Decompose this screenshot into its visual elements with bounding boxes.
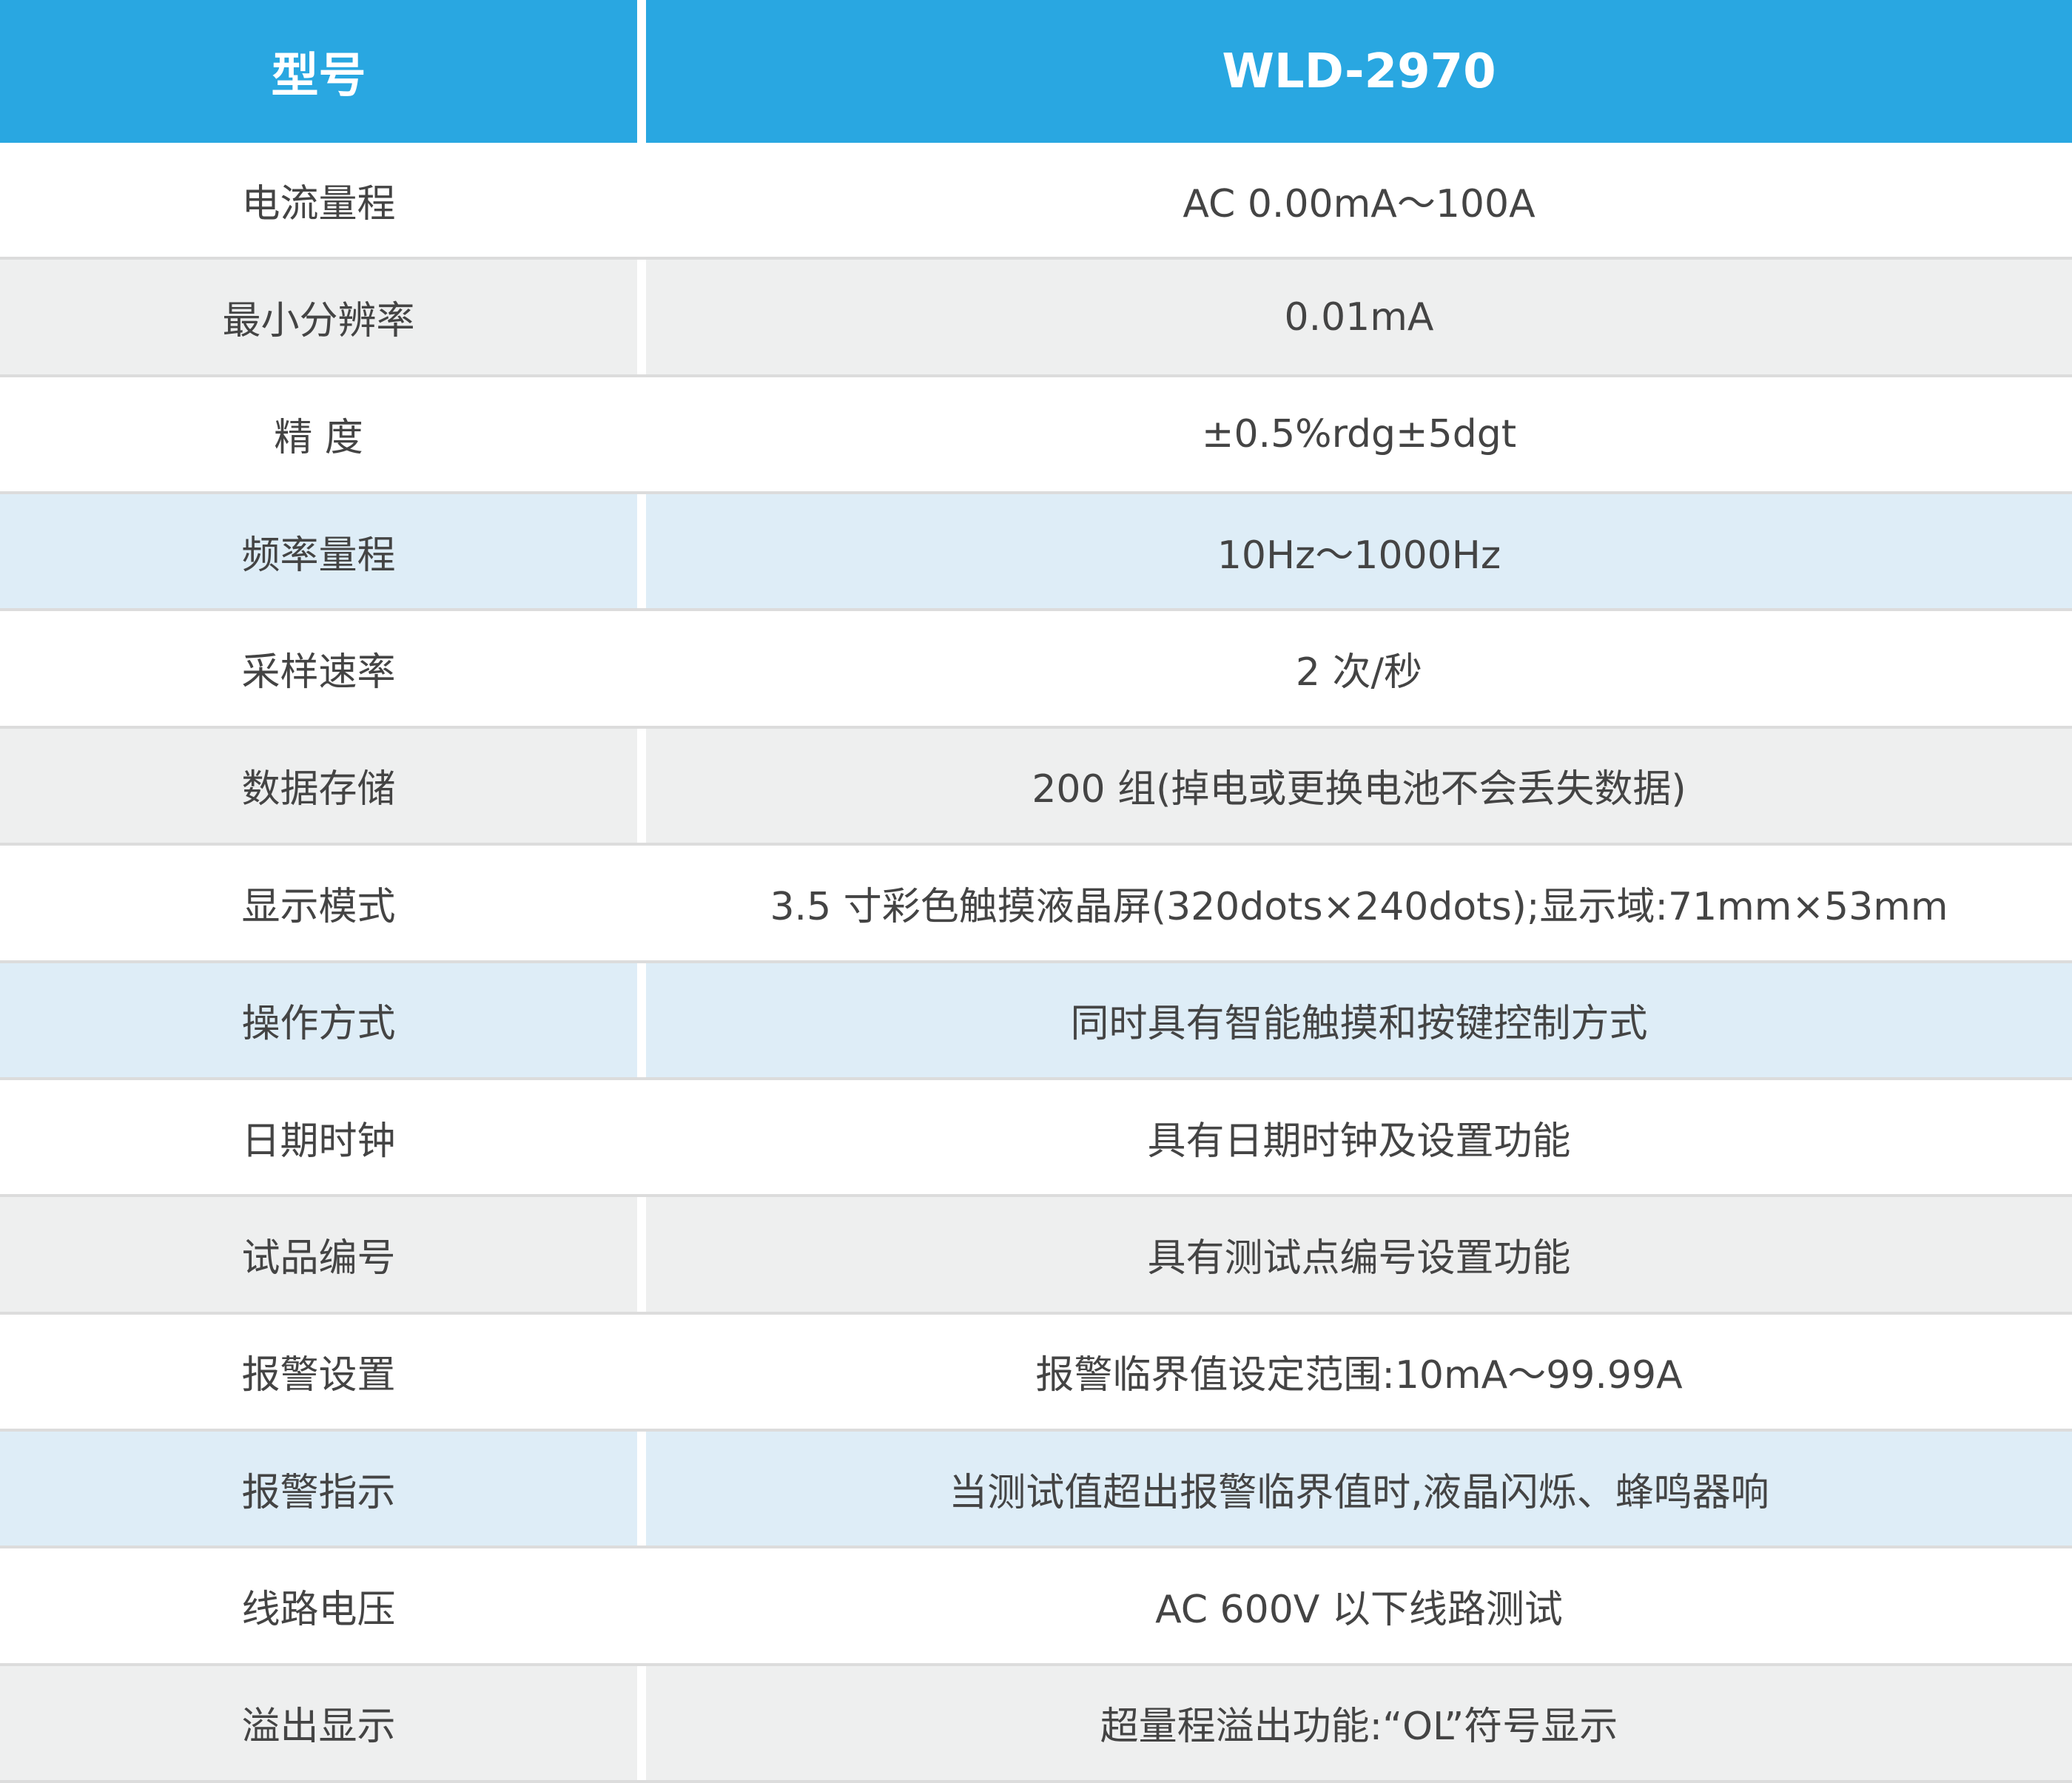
column-gap (637, 728, 646, 843)
row-label: 操作方式 (0, 963, 637, 1077)
table-row: 电流量程 AC 0.00mA～100A (0, 143, 2072, 260)
table-row: 报警设置 报警临界值设定范围:10mA～99.99A (0, 1314, 2072, 1432)
column-gap (637, 494, 646, 609)
column-gap (637, 611, 646, 726)
column-gap (637, 260, 646, 374)
column-gap (637, 143, 646, 257)
table-row: 最小分辨率 0.01mA (0, 260, 2072, 377)
row-value: 具有日期时钟及设置功能 (646, 1079, 2072, 1195)
row-label: 溢出显示 (0, 1665, 637, 1781)
row-value: 当测试值超出报警临界值时,液晶闪烁、蜂鸣器响 (646, 1431, 2072, 1546)
row-label: 电流量程 (0, 143, 637, 257)
column-gap (637, 377, 646, 492)
table-row: 精 度 ±0.5%rdg±5dgt (0, 377, 2072, 495)
column-gap (637, 1079, 646, 1195)
row-value: 具有测试点编号设置功能 (646, 1197, 2072, 1312)
row-value: ±0.5%rdg±5dgt (646, 377, 2072, 492)
row-label: 试品编号 (0, 1197, 637, 1312)
header-cell: WLD-2970 (646, 0, 2072, 143)
row-label: 精 度 (0, 377, 637, 492)
table-row: 采样速率 2 次/秒 (0, 611, 2072, 729)
row-value: 3.5 寸彩色触摸液晶屏(320dots×240dots);显示域:71mm×5… (646, 846, 2072, 960)
row-value: AC 0.00mA～100A (646, 143, 2072, 257)
table-header: 型号 WLD-2970 (0, 0, 2072, 143)
row-value: 200 组(掉电或更换电池不会丢失数据) (646, 728, 2072, 843)
table-row: 日期时钟 具有日期时钟及设置功能 (0, 1079, 2072, 1198)
column-gap (637, 1197, 646, 1312)
column-gap (637, 1431, 646, 1546)
row-label: 报警指示 (0, 1431, 637, 1546)
column-gap (637, 846, 646, 960)
row-value: 0.01mA (646, 260, 2072, 374)
row-label: 显示模式 (0, 846, 637, 960)
column-gap (637, 1314, 646, 1429)
row-value: 报警临界值设定范围:10mA～99.99A (646, 1314, 2072, 1429)
row-label: 频率量程 (0, 494, 637, 609)
row-label: 报警设置 (0, 1314, 637, 1429)
row-label: 日期时钟 (0, 1079, 637, 1195)
table-row: 线路电压 AC 600V 以下线路测试 (0, 1548, 2072, 1666)
column-gap (637, 1665, 646, 1781)
row-label: 最小分辨率 (0, 260, 637, 374)
header-cell: 型号 (0, 0, 637, 143)
row-label: 线路电压 (0, 1548, 637, 1663)
row-value: 同时具有智能触摸和按键控制方式 (646, 963, 2072, 1077)
column-gap (637, 963, 646, 1077)
column-gap (637, 1548, 646, 1663)
table-row: 操作方式 同时具有智能触摸和按键控制方式 (0, 963, 2072, 1080)
row-value: 2 次/秒 (646, 611, 2072, 726)
row-label: 采样速率 (0, 611, 637, 726)
row-value: AC 600V 以下线路测试 (646, 1548, 2072, 1663)
table-row: 溢出显示 超量程溢出功能:“OL”符号显示 (0, 1665, 2072, 1783)
table-row: 试品编号 具有测试点编号设置功能 (0, 1197, 2072, 1315)
table-row: 频率量程 10Hz～1000Hz (0, 494, 2072, 612)
table-row: 报警指示 当测试值超出报警临界值时,液晶闪烁、蜂鸣器响 (0, 1431, 2072, 1549)
table-row: 显示模式 3.5 寸彩色触摸液晶屏(320dots×240dots);显示域:71… (0, 846, 2072, 963)
row-label: 数据存储 (0, 728, 637, 843)
table-row: 数据存储 200 组(掉电或更换电池不会丢失数据) (0, 728, 2072, 846)
row-value: 超量程溢出功能:“OL”符号显示 (646, 1665, 2072, 1781)
column-gap (637, 0, 646, 143)
row-value: 10Hz～1000Hz (646, 494, 2072, 609)
